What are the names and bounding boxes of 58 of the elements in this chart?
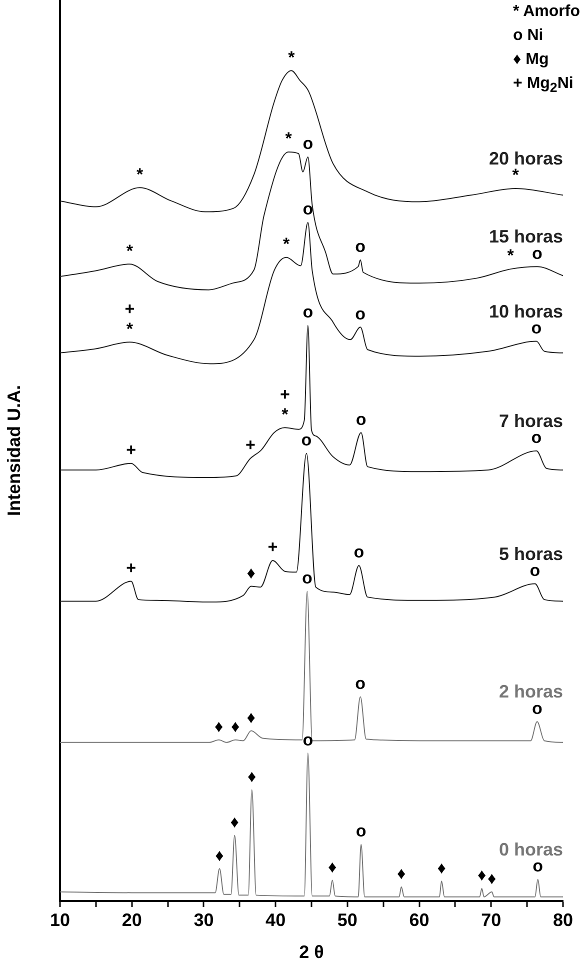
- annotation: o: [532, 856, 544, 876]
- annotation: o: [301, 430, 312, 450]
- x-tick-label: 30: [194, 910, 214, 930]
- annotation: ♦: [488, 869, 497, 888]
- annotation: +: [280, 384, 290, 404]
- annotation: ♦: [328, 857, 337, 876]
- annotation: ♦: [437, 858, 446, 878]
- annotation: o: [302, 200, 314, 219]
- annotation: ♦: [396, 864, 406, 884]
- annotation: ♦: [230, 717, 240, 736]
- annotation: *: [126, 319, 134, 338]
- annotation: *: [136, 164, 144, 184]
- annotation: *: [512, 166, 520, 185]
- x-tick-label: 50: [337, 910, 358, 930]
- annotation: *: [282, 404, 289, 424]
- annotation: o: [531, 428, 542, 448]
- x-tick-label: 40: [266, 910, 286, 930]
- x-axis-title: 2 θ: [299, 942, 324, 962]
- annotation: +: [124, 299, 135, 318]
- annotation: o: [354, 542, 364, 562]
- series-label: 0 horas: [498, 839, 563, 860]
- annotation: ♦: [246, 708, 256, 727]
- annotation: o: [302, 134, 314, 154]
- annotation: o: [302, 568, 312, 588]
- annotation: o: [355, 674, 366, 693]
- annotation: ♦: [246, 563, 256, 582]
- annotation: ♦: [230, 812, 240, 832]
- annotation: o: [355, 304, 366, 324]
- annotation: +: [126, 558, 136, 578]
- annotation: ♦: [477, 866, 486, 885]
- annotation: *: [288, 48, 296, 67]
- annotation: o: [302, 730, 314, 750]
- annotation: *: [283, 234, 290, 254]
- x-tick-label: 20: [122, 910, 142, 930]
- annotation: ♦: [248, 766, 257, 786]
- annotation: ♦: [215, 846, 224, 865]
- annotation: o: [355, 237, 366, 256]
- series-label: 7 horas: [498, 410, 563, 431]
- annotation: *: [285, 129, 292, 148]
- annotation: +: [126, 440, 136, 460]
- text: ♦ Mg: [513, 50, 550, 70]
- annotation: o: [302, 302, 314, 322]
- annotation: +: [245, 436, 256, 455]
- x-tick-label: 10: [50, 910, 70, 930]
- annotation: ♦: [214, 717, 224, 736]
- x-tick-label: 80: [552, 910, 574, 930]
- annotation: o: [356, 822, 366, 841]
- text: o Ni: [513, 26, 544, 46]
- annotation: + Mg$_{2}$Ni: [513, 74, 574, 98]
- annotation: *: [126, 241, 134, 260]
- annotation: *: [507, 246, 514, 266]
- x-tick-label: 60: [409, 910, 430, 930]
- annotation: +: [268, 538, 278, 557]
- series-label: 20 horas: [488, 148, 563, 168]
- x-tick-label: 70: [481, 910, 502, 930]
- text: * Amorfo: [513, 2, 580, 22]
- y-axis-title: Intensidad U.A.: [4, 384, 24, 516]
- annotation: o: [356, 410, 366, 429]
